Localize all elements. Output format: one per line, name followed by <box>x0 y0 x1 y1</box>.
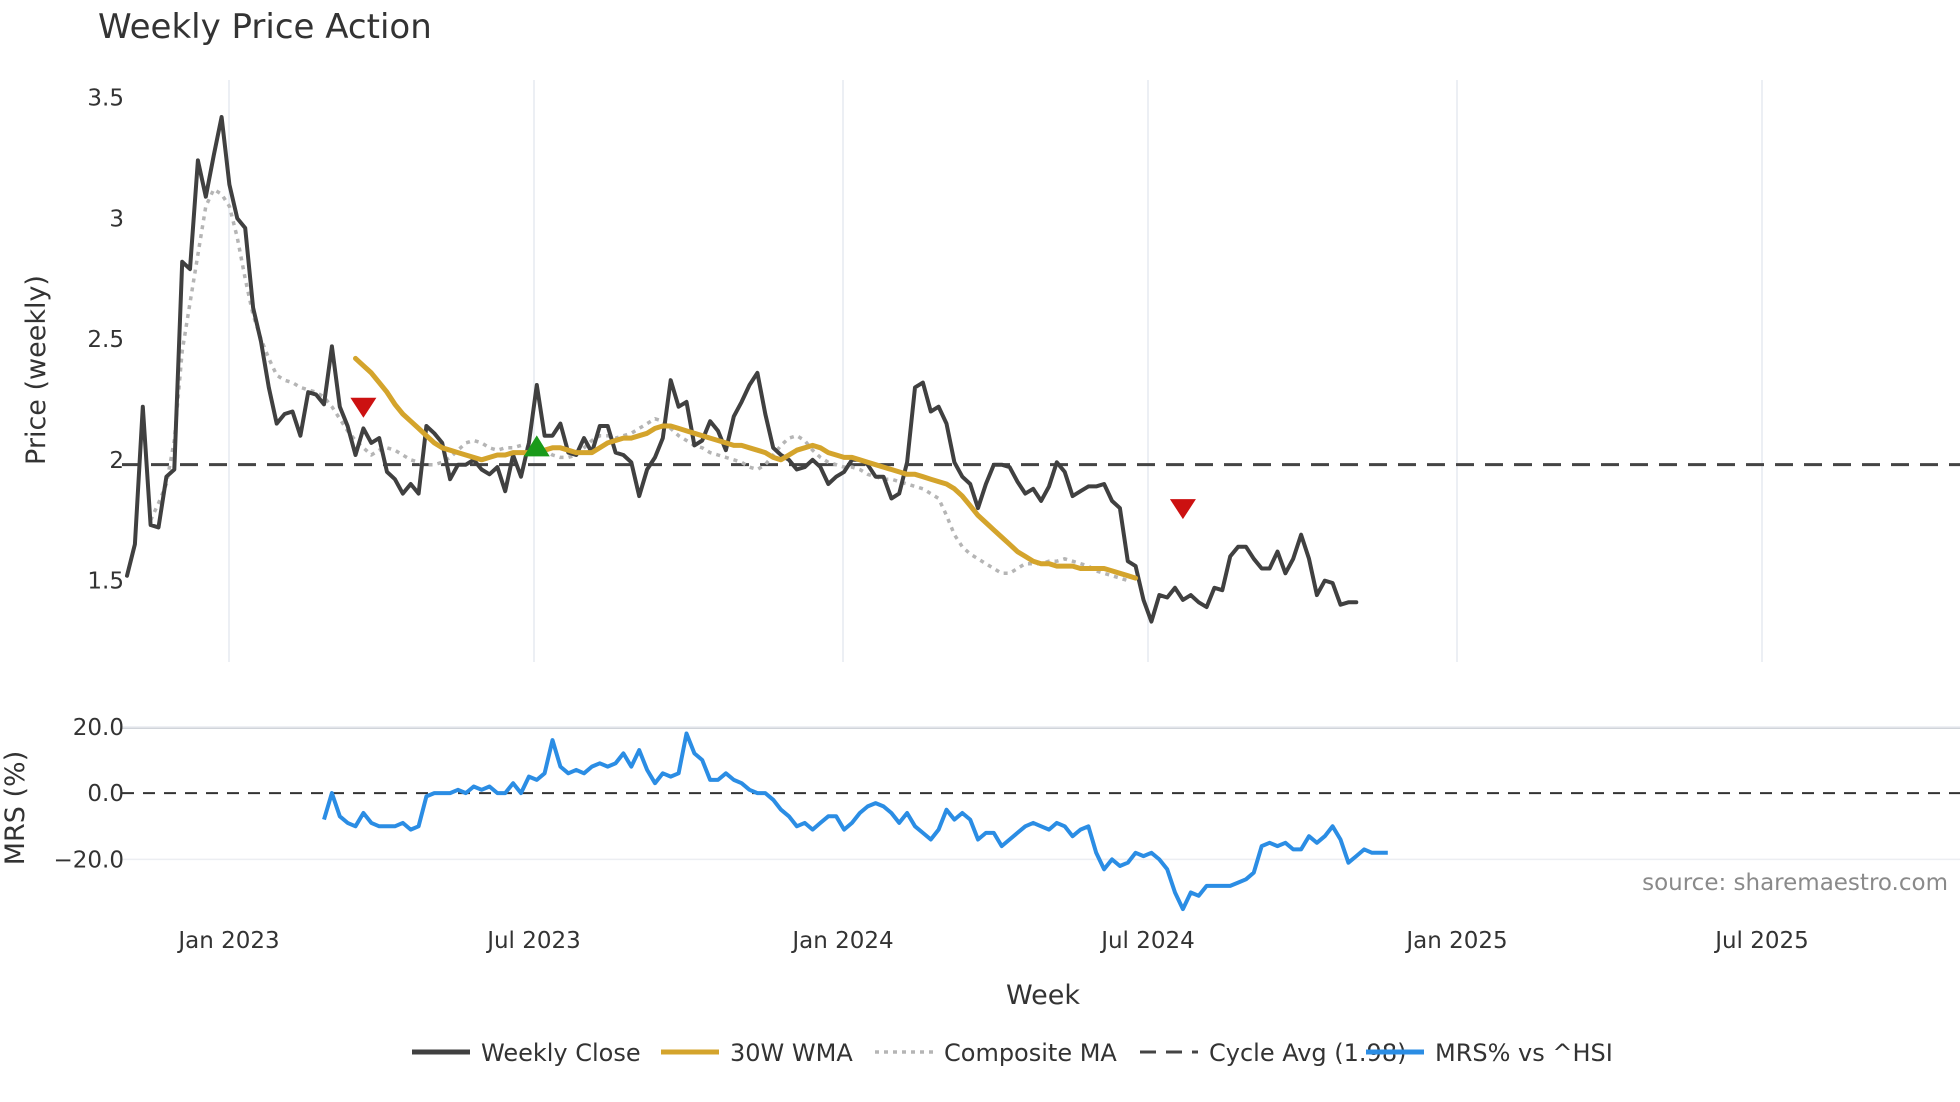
mrs-line <box>322 731 1388 912</box>
wma-30w-line <box>353 355 1139 581</box>
chart-title: Weekly Price Action <box>98 7 432 47</box>
x-tick-4: Jan 2025 <box>1404 928 1507 954</box>
x-tick-0: Jan 2023 <box>176 928 279 954</box>
price-y-tick: 3 <box>109 206 124 232</box>
x-tick-1: Jul 2023 <box>485 928 581 954</box>
legend-label: Weekly Close <box>481 1039 641 1067</box>
buy-marker-1 <box>523 435 550 457</box>
legend-label: 30W WMA <box>730 1039 853 1067</box>
mrs-y-tick: 20.0 <box>73 715 124 741</box>
mrs-y-axis-label: MRS (%) <box>0 751 31 866</box>
legend-item-4: MRS% vs ^HSI <box>1366 1039 1613 1067</box>
x-tick-3: Jul 2024 <box>1099 928 1195 954</box>
price-y-tick: 2 <box>109 448 124 474</box>
price-y-tick: 3.5 <box>87 86 124 112</box>
price-y-tick: 2.5 <box>87 327 124 353</box>
signal-markers <box>350 397 1196 520</box>
sell-marker-0 <box>350 397 377 418</box>
x-tick-5: Jul 2025 <box>1713 928 1809 954</box>
legend-label: Composite MA <box>944 1039 1117 1067</box>
legend: Weekly Close 30W WMA Composite MA Cycle Avg… <box>412 1039 1613 1067</box>
mrs-gridlines <box>122 726 1960 861</box>
legend-item-2: Composite MA <box>875 1039 1117 1067</box>
legend-label: MRS% vs ^HSI <box>1435 1039 1613 1067</box>
x-ticks: Jan 2023 Jul 2023 Jan 2024 Jul 2024 Jan 2025… <box>176 928 1808 954</box>
price-y-axis-label: Price (weekly) <box>21 275 52 465</box>
x-axis-label: Week <box>1006 980 1080 1011</box>
price-y-tick: 1.5 <box>87 569 124 595</box>
source-annotation: source: sharemaestro.com <box>1642 870 1948 896</box>
price-y-ticks: 1.5 2 2.5 3 3.5 <box>87 86 124 595</box>
mrs-y-ticks: 20.0 0.0 −20.0 <box>54 715 124 874</box>
composite-ma-line <box>149 187 1129 583</box>
legend-item-1: 30W WMA <box>661 1039 853 1067</box>
mrs-series <box>122 731 1960 912</box>
sell-marker-2 <box>1169 499 1196 520</box>
legend-item-0: Weekly Close <box>412 1039 641 1067</box>
weekly-close-line <box>125 115 1359 624</box>
x-tick-2: Jan 2024 <box>790 928 893 954</box>
price-gridlines <box>228 80 1763 662</box>
mrs-y-tick: −20.0 <box>54 847 124 873</box>
mrs-y-tick: 0.0 <box>87 781 124 807</box>
price-series <box>122 115 1960 624</box>
